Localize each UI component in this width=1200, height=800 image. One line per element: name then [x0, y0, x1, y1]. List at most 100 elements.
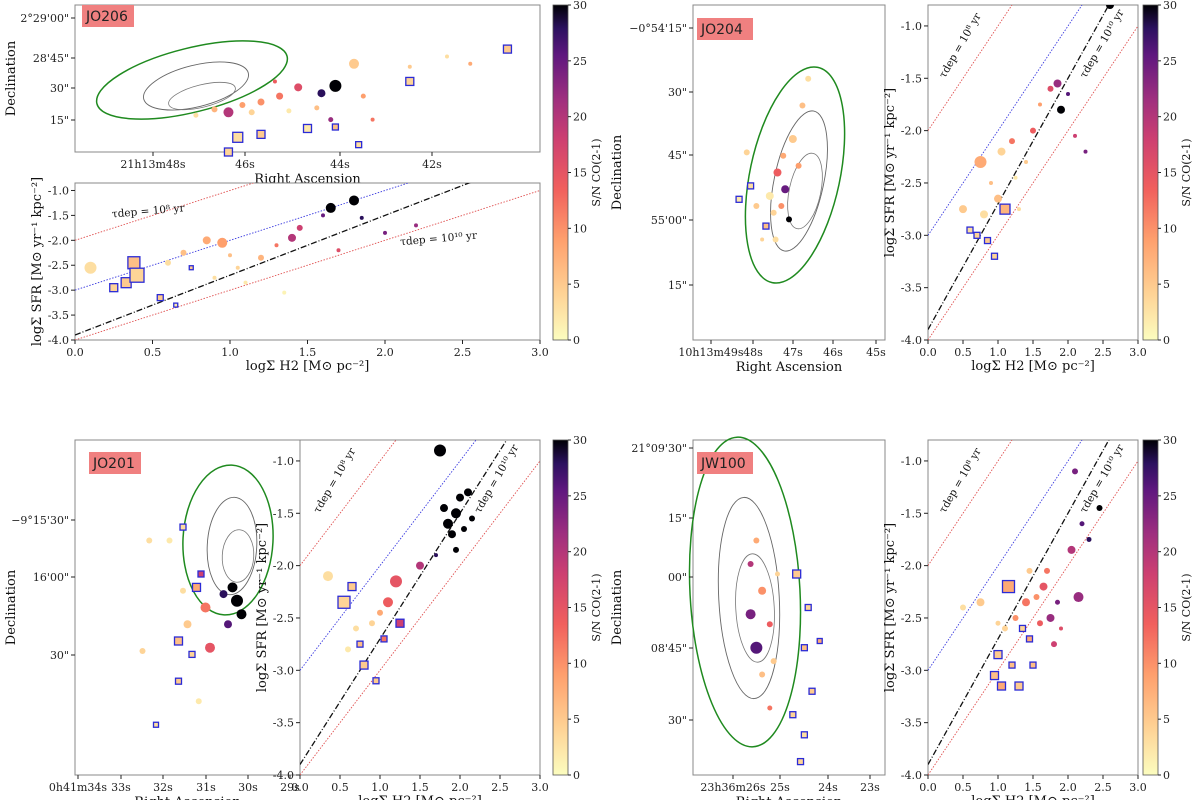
- scatter-square: [337, 595, 351, 609]
- clump-square: [152, 721, 160, 728]
- clump-square: [735, 195, 743, 203]
- colorbar-tick-label: 25: [1163, 55, 1177, 68]
- plot-frame: [74, 182, 541, 341]
- gas-contour: [735, 553, 775, 663]
- y-tick-label: -3.0: [273, 664, 294, 677]
- clump-circle: [445, 54, 449, 59]
- scatter-point: [1017, 207, 1021, 212]
- clump-circle: [759, 671, 766, 678]
- clump-square: [179, 523, 187, 531]
- x-tick-label: 0.5: [331, 781, 349, 794]
- clump-square: [223, 147, 234, 157]
- clump-circle: [743, 149, 750, 156]
- clump-square: [191, 582, 202, 593]
- clump-square: [800, 644, 809, 652]
- x-tick-label: 2.5: [491, 781, 509, 794]
- y-tick-label: -3.5: [901, 282, 922, 295]
- clump-circle: [778, 203, 785, 209]
- clump-circle: [780, 152, 787, 159]
- x-axis-label: logΣ H2 [M⊙ pc⁻²]: [971, 359, 1095, 374]
- y-axis-label: logΣ SFR [M⊙ yr⁻¹ kpc⁻²]: [255, 523, 270, 692]
- colorbar-tick-label: 20: [573, 111, 587, 124]
- y-tick-label: 28'45": [33, 52, 69, 65]
- clump-circle: [360, 93, 366, 99]
- colorbar-tick-label: 10: [573, 657, 587, 670]
- plot-area: [75, 183, 540, 340]
- scatter-point: [1055, 599, 1060, 605]
- x-tick-label: 2.0: [376, 346, 394, 359]
- galaxy-name: JO201: [92, 456, 135, 472]
- clump-circle: [786, 216, 792, 223]
- x-tick-label: 1.0: [371, 781, 389, 794]
- y-axis-label: logΣ SFR [M⊙ yr⁻¹ kpc⁻²]: [30, 177, 45, 346]
- scatter-point: [1037, 620, 1043, 627]
- y-tick-label: -3.5: [901, 717, 922, 730]
- scatter-square: [127, 256, 141, 270]
- clump-circle: [753, 537, 760, 544]
- scatter-square: [359, 660, 369, 670]
- colorbar: 0 5 10 15 20 25 30 S/N CO(2-1): [1142, 434, 1193, 782]
- scatter-point: [323, 571, 333, 582]
- y-tick-label: -4.0: [48, 334, 69, 347]
- colorbar-tick-label: 20: [1163, 111, 1177, 124]
- x-tick-label: 42s: [422, 158, 442, 171]
- colorbar-tick-label: 25: [573, 55, 587, 68]
- scatter-point: [464, 488, 472, 497]
- scatter-point: [416, 561, 424, 570]
- clump-circle: [205, 642, 215, 653]
- colorbar-tick-label: 30: [573, 434, 587, 447]
- colorbar: 0 5 10 15 20 25 30 S/N CO(2-1): [552, 0, 603, 347]
- clump-circle: [195, 698, 202, 705]
- scatter-square: [983, 236, 992, 245]
- x-tick-label: 2.5: [1094, 781, 1112, 794]
- x-tick-label: 1.0: [989, 346, 1007, 359]
- gas-contour: [143, 61, 249, 111]
- y-tick-label: -1.5: [273, 507, 294, 520]
- scatter-point: [84, 261, 97, 274]
- y-tick-label: -4.0: [273, 769, 294, 782]
- scatter-point: [359, 215, 364, 220]
- clump-circle: [805, 75, 812, 82]
- galaxy-ellipse: [744, 66, 846, 284]
- colorbar-scale: [1142, 4, 1159, 341]
- galaxy-badge: [82, 5, 134, 27]
- tdep-1e8-line: [75, 183, 255, 241]
- x-tick-label: 2.0: [1059, 346, 1077, 359]
- scatter-point: [383, 597, 393, 608]
- x-tick-label: 29s: [280, 781, 300, 794]
- scatter-point: [1033, 594, 1040, 601]
- scatter-point: [1044, 567, 1050, 574]
- scatter-square: [395, 618, 405, 628]
- scatter-point: [448, 530, 456, 539]
- colorbar-tick-label: 10: [1163, 222, 1177, 235]
- sky-map-jo204: JO204 10h13m49s 48s 47s 46s 45s −0°54'15" 30" 45…: [610, 4, 886, 375]
- y-tick-label: -1.5: [901, 507, 922, 520]
- clump-square: [331, 123, 340, 131]
- clump-circle: [329, 79, 342, 92]
- plot-area: [928, 5, 1138, 340]
- x-tick-label: 21h13m48s: [120, 158, 186, 171]
- scatter-point: [1038, 102, 1042, 107]
- x-tick-label: 23h36m26s: [700, 781, 766, 794]
- y-tick-label: -3.0: [901, 229, 922, 242]
- clump-circle: [468, 61, 473, 66]
- clump-square: [789, 711, 797, 719]
- scatter-point: [180, 249, 187, 256]
- clump-circle: [193, 112, 199, 118]
- x-tick-label: 0.5: [954, 346, 972, 359]
- y-tick-label: -2.0: [901, 125, 922, 138]
- clump-circle: [286, 108, 292, 114]
- colorbar: 0 5 10 15 20 25 30 S/N CO(2-1): [552, 434, 603, 782]
- fit-line: [75, 183, 471, 336]
- clump-square: [354, 140, 363, 149]
- scatter-point: [980, 210, 988, 219]
- y-axis-label: Declination: [4, 569, 19, 645]
- clump-square: [816, 637, 823, 645]
- scatter-point: [349, 195, 359, 206]
- colorbar-tick-label: 15: [573, 602, 587, 615]
- scatter-point: [274, 243, 279, 248]
- scatter-point: [1002, 625, 1008, 632]
- clump-square: [746, 182, 755, 190]
- galaxy-name: JO206: [85, 9, 128, 25]
